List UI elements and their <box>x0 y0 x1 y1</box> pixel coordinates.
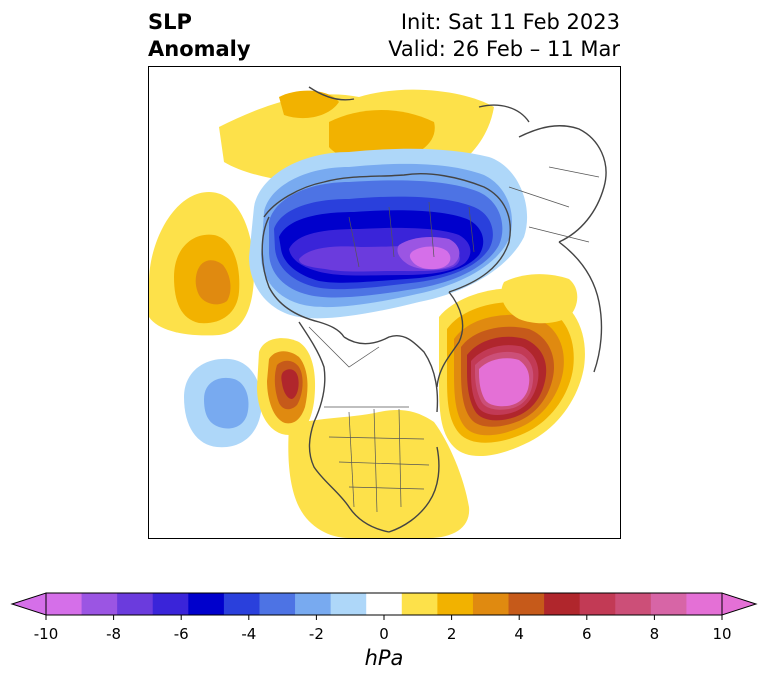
positive-anomaly-europe <box>501 274 578 324</box>
colorbar-tick-label: 10 <box>712 625 732 643</box>
negative-anomaly-core <box>409 246 451 270</box>
colorbar-segment <box>46 593 83 615</box>
colorbar-tick-label: 4 <box>514 625 524 643</box>
colorbar-segment <box>188 593 225 615</box>
colorbar-tick-label: 2 <box>446 625 457 643</box>
title-anomaly: Anomaly <box>148 37 251 61</box>
map-panel <box>148 66 621 539</box>
negative-anomaly-pacific-core <box>204 377 249 429</box>
colorbar-tick-label: -4 <box>241 625 257 643</box>
colorbar-segment <box>330 593 367 615</box>
colorbar-segment <box>295 593 332 615</box>
colorbar-segment <box>472 593 510 615</box>
positive-anomaly-pacific-core <box>195 260 231 305</box>
valid-range: Valid: 26 Feb – 11 Mar <box>388 37 620 61</box>
colorbar-segment <box>81 593 118 615</box>
colorbar-segment <box>259 593 296 615</box>
colorbar-segment <box>117 593 154 615</box>
colorbar-extend-min <box>10 592 47 616</box>
forecast-dates: Init: Sat 11 Feb 2023 Valid: 26 Feb – 11… <box>388 9 620 63</box>
positive-anomaly-arctic-west <box>279 90 339 119</box>
colorbar-segment <box>544 593 581 615</box>
colorbar-segment <box>401 593 438 615</box>
colorbar-tick-label: 8 <box>649 625 660 643</box>
colorbar-segment <box>152 593 189 615</box>
anomaly-map <box>149 86 607 538</box>
colorbar-tick-label: -2 <box>308 625 324 643</box>
positive-anomaly-usa <box>288 410 470 538</box>
colorbar <box>10 592 758 620</box>
colorbar-segment <box>366 593 403 615</box>
colorbar-segment <box>508 593 545 615</box>
colorbar-tick-label: -8 <box>106 625 122 643</box>
colorbar-segment <box>650 593 687 615</box>
colorbar-tick-label: 6 <box>582 625 592 643</box>
colorbar-segment <box>437 593 474 615</box>
coastlines <box>261 86 607 533</box>
init-date: Init: Sat 11 Feb 2023 <box>400 10 620 34</box>
colorbar-tick-label: 0 <box>379 625 389 643</box>
colorbar-tick-label: -6 <box>173 625 189 643</box>
colorbar-extend-max <box>721 592 758 616</box>
colorbar-tick-label: -10 <box>33 625 59 643</box>
title-variable: SLP <box>148 10 192 34</box>
colorbar-segment <box>223 593 260 615</box>
colorbar-units: hPa <box>364 646 404 670</box>
colorbar-segment <box>579 593 616 615</box>
colorbar-segment <box>615 593 652 615</box>
positive-anomaly-west-coast-core <box>281 369 299 399</box>
chart-title: SLP Anomaly <box>148 9 251 63</box>
political-borders <box>308 166 600 513</box>
colorbar-segment <box>686 593 723 615</box>
positive-anomaly-atlantic-core <box>479 358 530 407</box>
